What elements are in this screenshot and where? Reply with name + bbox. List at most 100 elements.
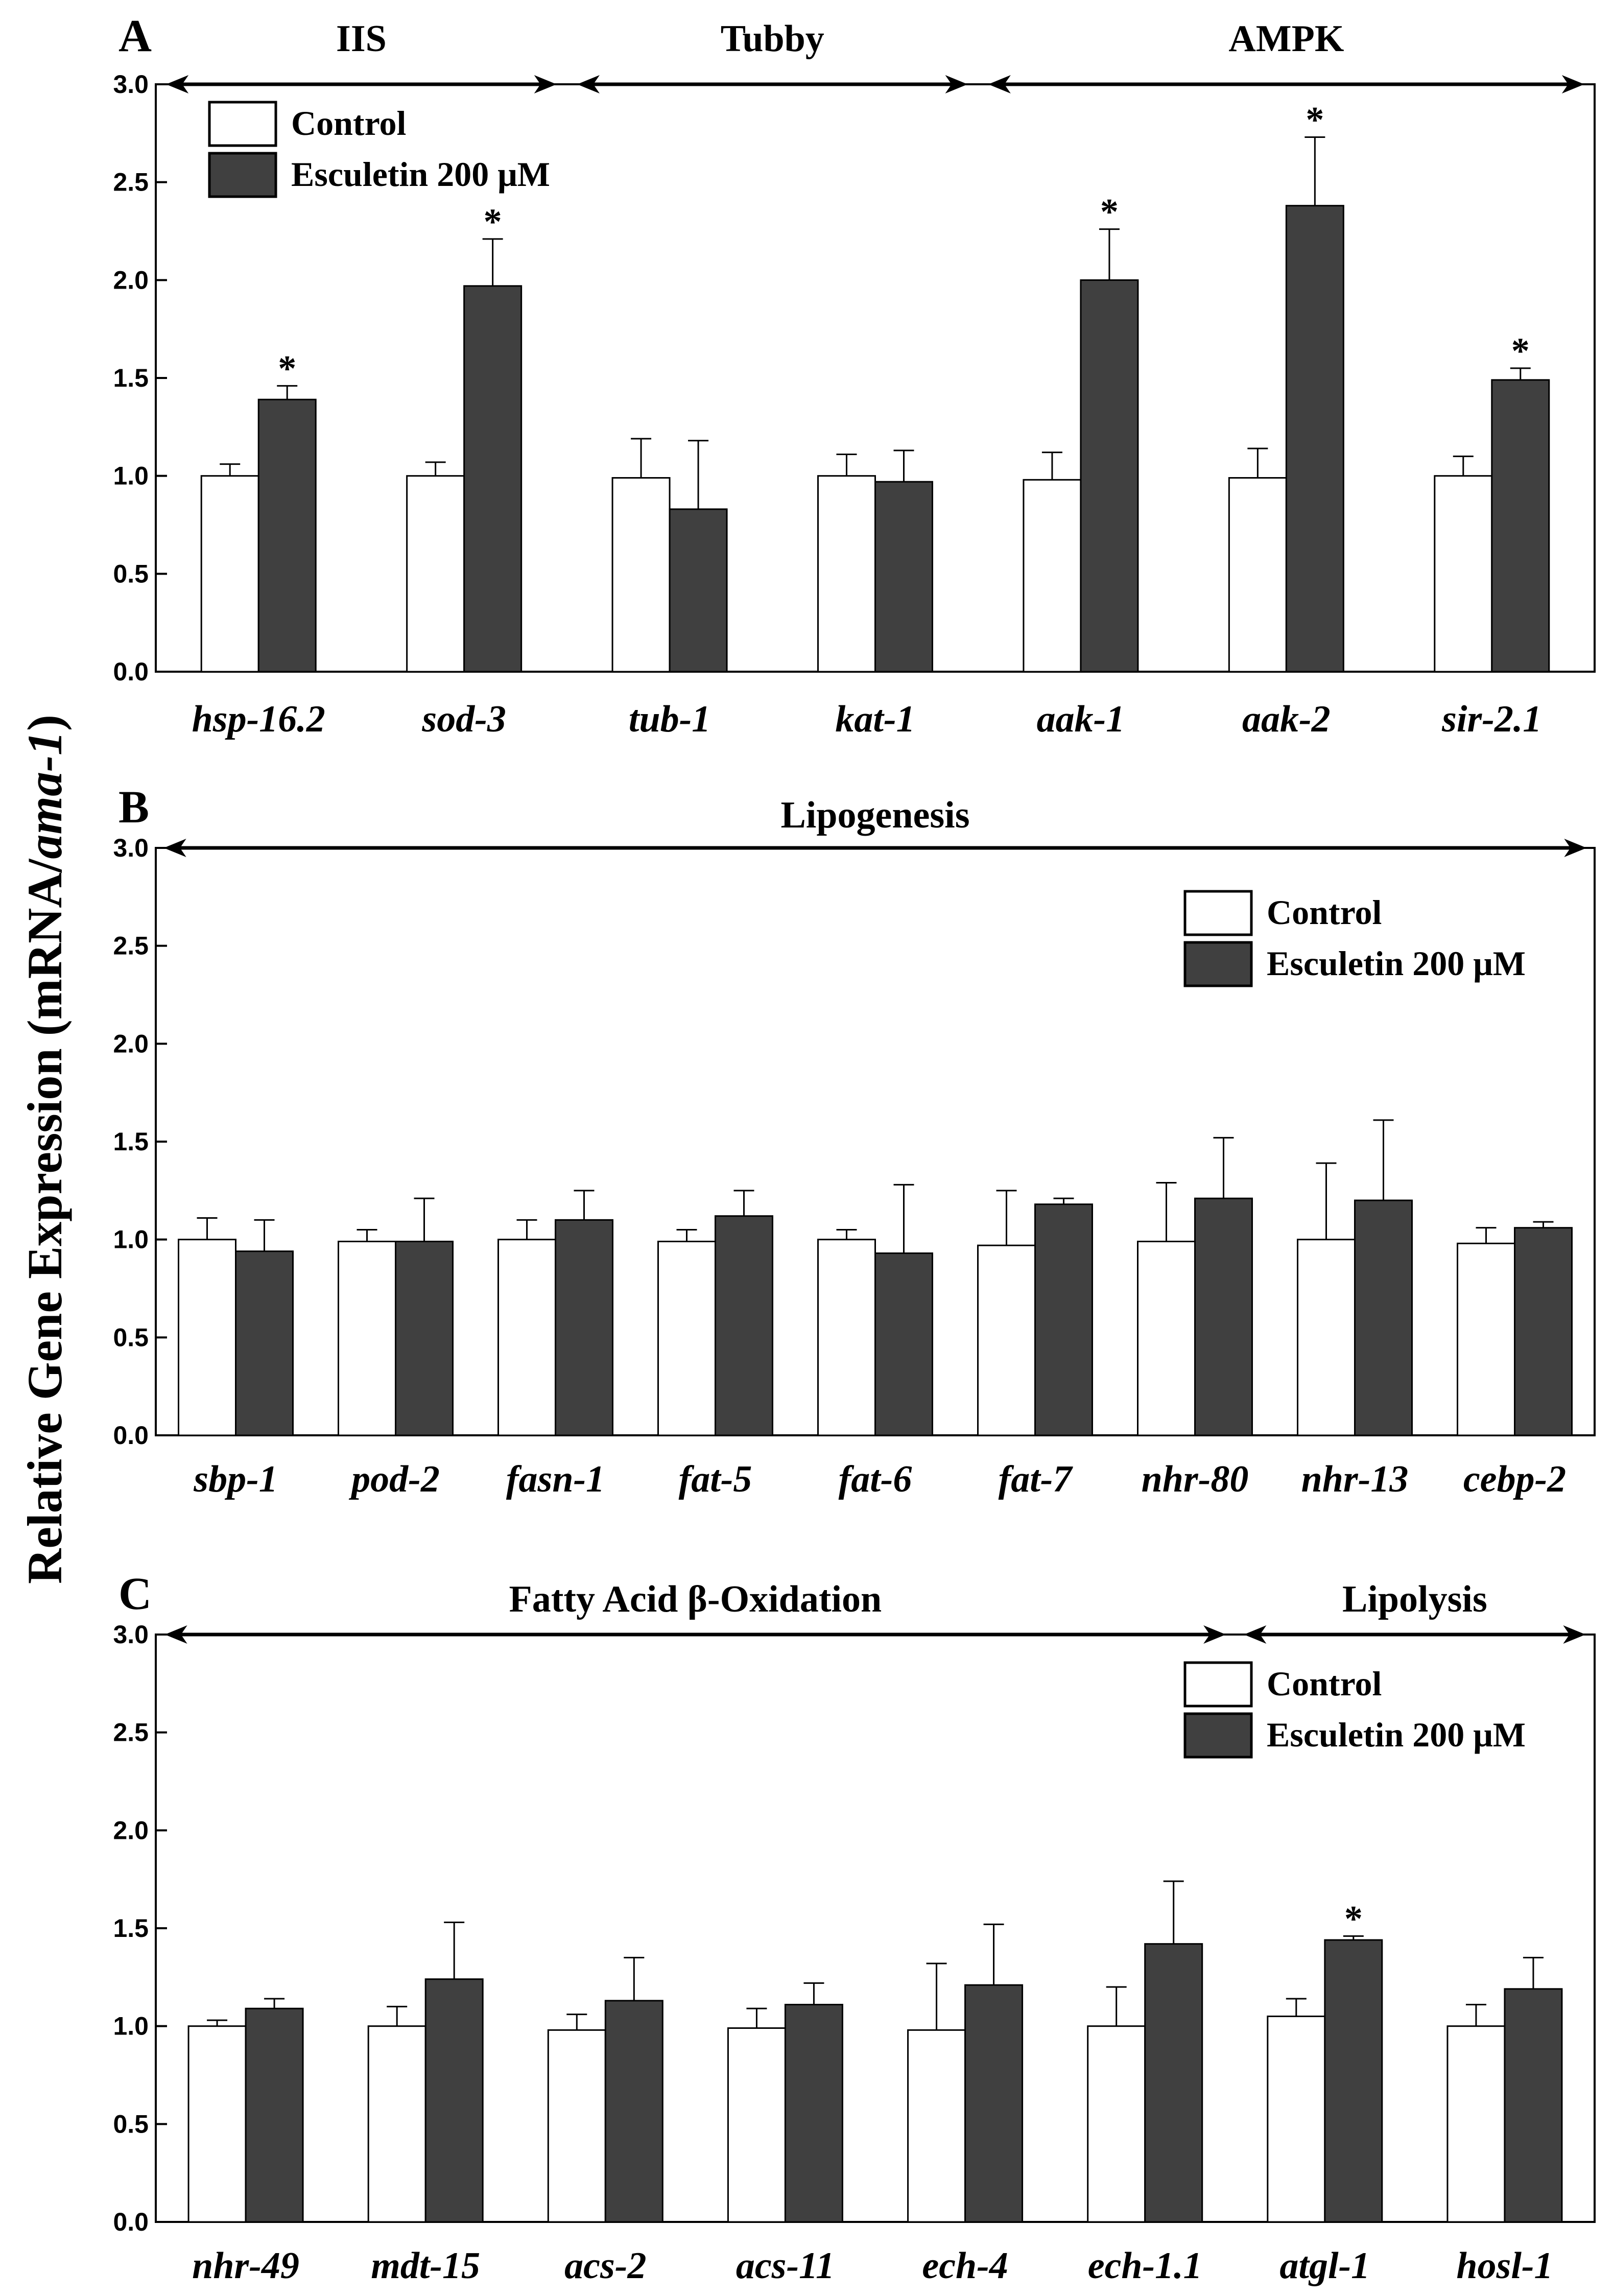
legend-label-control: Control xyxy=(291,104,406,143)
category-label: cebp-2 xyxy=(1463,1458,1566,1500)
category-label: fasn-1 xyxy=(506,1458,605,1500)
legend-label-esculetin: Esculetin 200 μM xyxy=(1267,1715,1526,1754)
group-arrow-head-left xyxy=(166,75,189,93)
category-label: pod-2 xyxy=(348,1458,440,1500)
bar-esculetin xyxy=(715,1215,773,1436)
significance-marker: * xyxy=(1306,100,1324,140)
bar-control xyxy=(1457,1242,1515,1436)
y-tick-label: 2.5 xyxy=(113,932,149,960)
y-axis-label: Relative Gene Expression (mRNA/ama-1) xyxy=(17,715,72,1584)
bar-control xyxy=(200,475,259,673)
bar-esculetin xyxy=(669,508,728,673)
legend-label-esculetin: Esculetin 200 μM xyxy=(291,155,550,194)
group-arrow-head-left xyxy=(163,839,186,857)
significance-marker: * xyxy=(1344,1898,1363,1939)
category-label: nhr-49 xyxy=(192,2245,299,2287)
y-tick-label: 1.0 xyxy=(113,2012,149,2041)
group-arrow-head-left xyxy=(164,1625,187,1644)
category-label: acs-2 xyxy=(564,2245,646,2287)
bar-control xyxy=(1023,479,1082,673)
y-tick-label: 1.5 xyxy=(113,364,149,392)
group-label: IIS xyxy=(336,18,387,60)
bar-esculetin xyxy=(424,1978,484,2223)
bar-esculetin xyxy=(1514,1227,1573,1436)
group-label: Lipolysis xyxy=(1342,1578,1487,1620)
y-tick-label: 0.5 xyxy=(113,2110,149,2138)
group-arrow-head-right xyxy=(1203,1625,1226,1644)
bar-control xyxy=(1087,2025,1146,2223)
group-label: Lipogenesis xyxy=(780,794,969,836)
bar-esculetin xyxy=(1491,379,1550,673)
bar-control xyxy=(1446,2025,1506,2223)
category-label: hosl-1 xyxy=(1456,2245,1553,2287)
y-tick-label: 1.0 xyxy=(113,1225,149,1254)
category-label: fat-7 xyxy=(999,1458,1074,1500)
legend-label-control: Control xyxy=(1267,1664,1382,1703)
bar-control xyxy=(406,475,465,673)
category-label: hsp-16.2 xyxy=(192,698,325,740)
bar-control xyxy=(1297,1239,1356,1436)
legend-swatch-control xyxy=(1183,1661,1253,1708)
category-label: ech-4 xyxy=(922,2245,1008,2287)
y-tick-label: 2.5 xyxy=(113,168,149,197)
category-label: kat-1 xyxy=(835,698,915,740)
bar-esculetin xyxy=(1504,1988,1563,2223)
y-tick-label: 0.5 xyxy=(113,1323,149,1352)
group-arrow-head-left xyxy=(988,75,1011,93)
bar-control xyxy=(907,2029,966,2223)
bar-control xyxy=(187,2025,247,2223)
legend-swatch-control xyxy=(1183,890,1253,936)
y-tick-label: 0.0 xyxy=(113,657,149,686)
bar-esculetin xyxy=(245,2007,304,2223)
category-label: mdt-15 xyxy=(371,2245,480,2287)
y-tick-label: 2.0 xyxy=(113,1029,149,1058)
category-label: nhr-13 xyxy=(1301,1458,1409,1500)
y-tick-label: 1.5 xyxy=(113,1914,149,1943)
significance-marker: * xyxy=(1511,330,1530,371)
group-arrow-head-right xyxy=(1564,839,1587,857)
panel-letter: C xyxy=(118,1569,152,1619)
bar-control xyxy=(1434,475,1493,673)
y-tick-label: 2.0 xyxy=(113,266,149,294)
bar-control xyxy=(547,2029,606,2223)
category-label: fat-6 xyxy=(839,1458,912,1500)
bar-control xyxy=(817,475,876,673)
category-label: aak-2 xyxy=(1242,698,1331,740)
category-label: sod-3 xyxy=(421,698,506,740)
bar-esculetin xyxy=(555,1219,613,1436)
category-label: acs-11 xyxy=(736,2245,835,2287)
group-label: AMPK xyxy=(1228,18,1344,60)
category-label: sir-2.1 xyxy=(1441,698,1541,740)
significance-marker: * xyxy=(1100,192,1119,232)
legend-label-esculetin: Esculetin 200 μM xyxy=(1267,944,1526,983)
panel-letter: A xyxy=(118,11,152,61)
bar-esculetin xyxy=(1080,279,1139,673)
panel-a: 0.0 0.5 1.0 1.5 2.0 2.5 3.0 A * hsp-16.2 * sod-3 tub… xyxy=(113,11,1596,740)
bar-esculetin xyxy=(1194,1197,1253,1436)
bar-esculetin xyxy=(1285,205,1344,673)
category-label: nhr-80 xyxy=(1142,1458,1249,1500)
y-tick-label: 1.5 xyxy=(113,1127,149,1156)
y-tick-label: 2.0 xyxy=(113,1816,149,1844)
bar-esculetin xyxy=(784,2004,843,2223)
bar-control xyxy=(657,1241,716,1436)
legend-swatch-esculetin xyxy=(208,152,277,198)
category-label: aak-1 xyxy=(1037,698,1125,740)
y-tick-label: 3.0 xyxy=(113,70,149,99)
bar-control xyxy=(977,1244,1036,1436)
bar-esculetin xyxy=(395,1241,454,1436)
group-label: Tubby xyxy=(721,18,824,60)
bar-esculetin xyxy=(235,1250,294,1436)
bar-control xyxy=(367,2025,426,2223)
bar-control xyxy=(178,1239,236,1436)
bar-control xyxy=(1137,1241,1196,1436)
bar-control xyxy=(1267,2016,1326,2223)
legend-swatch-esculetin xyxy=(1183,1712,1253,1759)
bar-esculetin xyxy=(1034,1203,1093,1436)
bar-control xyxy=(611,477,671,673)
y-tick-label: 1.0 xyxy=(113,462,149,490)
group-label: Fatty Acid β-Oxidation xyxy=(509,1578,882,1620)
